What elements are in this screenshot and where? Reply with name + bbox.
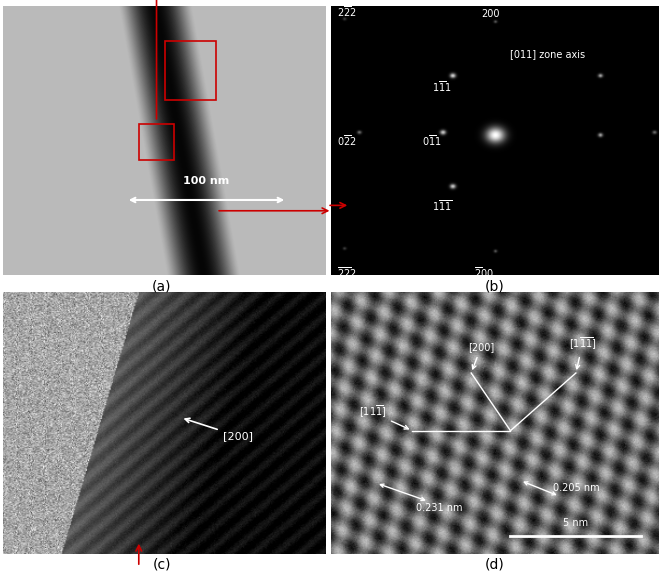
Text: (b): (b) xyxy=(485,280,504,293)
Text: $2\overline{2}2$: $2\overline{2}2$ xyxy=(337,5,357,19)
Text: $[1\overline{1}\overline{1}]$: $[1\overline{1}\overline{1}]$ xyxy=(568,336,596,369)
Text: 5 nm: 5 nm xyxy=(563,518,588,528)
Text: [200]: [200] xyxy=(185,418,253,441)
Text: $\overline{2}\overline{2}2$: $\overline{2}\overline{2}2$ xyxy=(337,264,357,280)
Text: (a): (a) xyxy=(152,280,172,293)
Text: $[11\overline{1}]$: $[11\overline{1}]$ xyxy=(359,404,408,429)
Text: $\overline{2}00$: $\overline{2}00$ xyxy=(475,264,494,280)
Text: [200]: [200] xyxy=(468,342,494,369)
Text: (d): (d) xyxy=(485,558,504,572)
Text: $0\overline{2}2$: $0\overline{2}2$ xyxy=(337,133,357,148)
Text: 0.231 nm: 0.231 nm xyxy=(416,503,462,513)
Text: $1\overline{1}1$: $1\overline{1}1$ xyxy=(432,79,451,94)
Text: $0\overline{1}1$: $0\overline{1}1$ xyxy=(422,133,442,148)
Text: 0.205 nm: 0.205 nm xyxy=(553,483,600,493)
Text: $1\overline{1}\overline{1}$: $1\overline{1}\overline{1}$ xyxy=(432,198,453,213)
Bar xyxy=(139,125,175,160)
Bar xyxy=(165,41,216,100)
Text: (c): (c) xyxy=(153,558,171,572)
Text: 100 nm: 100 nm xyxy=(183,176,229,187)
Text: [011] zone axis: [011] zone axis xyxy=(510,49,586,59)
Text: 200: 200 xyxy=(481,9,500,19)
